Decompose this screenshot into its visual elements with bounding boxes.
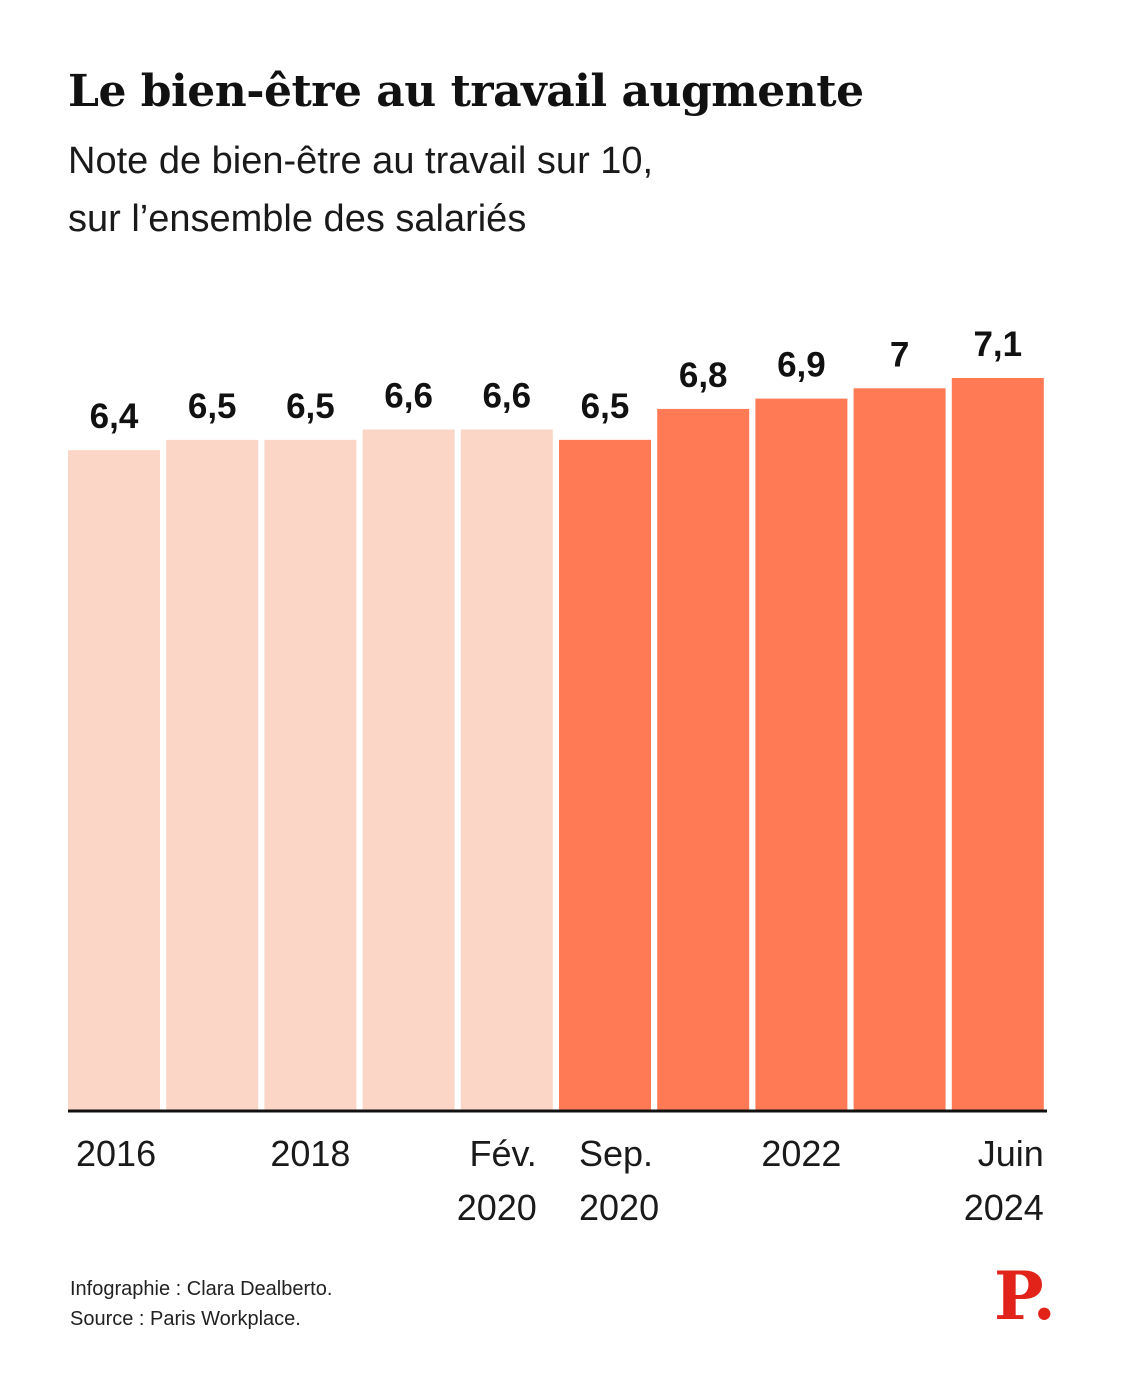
- bar-2: [166, 439, 259, 1111]
- bar-7: [657, 408, 750, 1110]
- value-label-9: 7: [890, 335, 909, 374]
- subtitle-line-2: sur l’ensemble des salariés: [68, 198, 527, 240]
- bar-4: [362, 429, 455, 1110]
- value-label-3: 6,5: [286, 387, 335, 426]
- x-tick-label-3-1: 2018: [270, 1133, 350, 1174]
- value-label-2: 6,5: [188, 387, 237, 426]
- value-label-6: 6,5: [581, 387, 630, 426]
- bar-10: [951, 377, 1044, 1110]
- bar-5: [460, 429, 553, 1110]
- bar-1: [68, 450, 160, 1110]
- value-label-1: 6,4: [90, 397, 139, 436]
- footer: Infographie : Clara Dealberto. Source : …: [70, 1274, 332, 1334]
- chart-subtitle: Note de bien-être au travail sur 10, sur…: [68, 132, 653, 248]
- value-label-4: 6,6: [384, 377, 433, 416]
- bar-3: [264, 439, 357, 1111]
- source-text: Source : Paris Workplace.: [70, 1308, 301, 1330]
- subtitle-line-1: Note de bien-être au travail sur 10,: [68, 140, 654, 182]
- bar-8: [755, 398, 848, 1110]
- x-tick-label-10-1: Juin: [978, 1133, 1044, 1174]
- bar-chart: 6,4 2016 6,5 6,5 2018 6,6 6,6 Fév. 2020 6,5 Sep. 20…: [68, 325, 1047, 1228]
- bar-9: [853, 388, 946, 1110]
- value-label-7: 6,8: [679, 356, 728, 395]
- publisher-logo: P.: [994, 1257, 1056, 1335]
- credit-text: Infographie : Clara Dealberto.: [70, 1278, 333, 1300]
- x-tick-label-6-2: 2020: [579, 1187, 659, 1228]
- x-tick-label-1-1: 2016: [76, 1133, 156, 1174]
- x-tick-label-8-1: 2022: [761, 1133, 841, 1174]
- x-tick-label-5-2: 2020: [457, 1187, 537, 1228]
- value-label-8: 6,9: [777, 346, 826, 385]
- chart-title: Le bien-être au travail augmente: [68, 66, 864, 117]
- x-tick-label-5-1: Fév.: [469, 1133, 536, 1174]
- value-label-5: 6,6: [482, 377, 531, 416]
- x-tick-label-6-1: Sep.: [579, 1133, 653, 1174]
- x-tick-label-10-2: 2024: [964, 1187, 1044, 1228]
- value-label-10: 7,1: [973, 325, 1022, 364]
- bar-6: [559, 439, 651, 1111]
